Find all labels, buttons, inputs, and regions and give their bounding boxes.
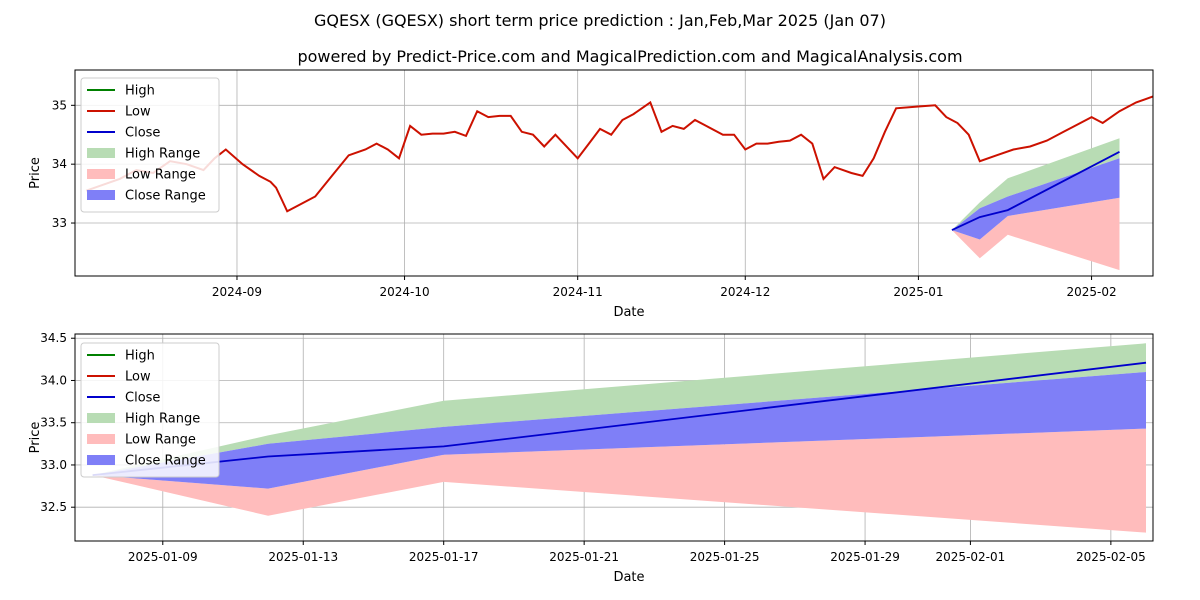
legend-entry: High [125, 349, 155, 364]
y-tick-label: 33 [52, 216, 67, 230]
high-range-band [92, 343, 1147, 476]
x-axis-label: Date [613, 570, 644, 585]
x-tick-label: 2025-01-29 [830, 550, 900, 564]
legend-entry: Close [125, 391, 160, 406]
top-price-chart: 33 34 35 2024-09 2024-10 2024-11 2024-12 2025-0… [28, 69, 1154, 320]
plot-frame [74, 333, 1154, 542]
x-tick-label: 2025-01-09 [128, 550, 198, 564]
legend-entry: High [125, 84, 155, 99]
x-tick-label: 2025-01-13 [268, 550, 338, 564]
plot-frame [74, 69, 1154, 277]
legend-entry: High Range [125, 147, 200, 162]
legend-entry: Low Range [125, 168, 196, 183]
legend-entry: Close Range [125, 454, 206, 469]
legend-swatch-patch [87, 434, 115, 444]
x-axis-label: Date [613, 305, 644, 320]
x-tick-label: 2024-11 [553, 285, 603, 299]
x-tick-label: 2024-12 [720, 285, 770, 299]
plot-area [85, 94, 1153, 271]
legend-swatch-patch [87, 190, 115, 200]
legend-entry: Close [125, 126, 160, 141]
x-tick-label: 2025-01-25 [690, 550, 760, 564]
price-history-line [85, 94, 1153, 213]
x-tick-label: 2025-02-01 [936, 550, 1006, 564]
y-tick-label: 33.0 [40, 458, 67, 472]
legend-swatch-patch [87, 413, 115, 423]
x-tick-label: 2025-01 [893, 285, 943, 299]
legend-swatch-patch [87, 455, 115, 465]
high-range-band [951, 138, 1120, 231]
legend-entry: High Range [125, 412, 200, 427]
x-tick-label: 2025-01-17 [409, 550, 479, 564]
legend-box [80, 77, 220, 213]
y-tick-label: 34.5 [40, 331, 67, 345]
legend-entry: Low [125, 370, 151, 385]
y-tick-label: 34 [52, 157, 67, 171]
legend-entry: Low Range [125, 433, 196, 448]
low-range-band [92, 428, 1147, 533]
x-tick-label: 2025-01-21 [549, 550, 619, 564]
y-tick-label: 32.5 [40, 500, 67, 514]
chart-title: GQESX (GQESX) short term price predictio… [314, 11, 886, 30]
legend-entry: Low [125, 105, 151, 120]
x-tick-label: 2025-02-05 [1076, 550, 1146, 564]
legend-swatch-patch [87, 169, 115, 179]
close-range-band [951, 158, 1120, 240]
chart-subtitle: powered by Predict-Price.com and Magical… [297, 47, 962, 66]
legend-swatch-patch [87, 148, 115, 158]
legend-entry: Close Range [125, 189, 206, 204]
legend-box [80, 342, 220, 478]
close-forecast-line [951, 151, 1120, 231]
y-tick-label: 35 [52, 98, 67, 112]
close-range-band [92, 372, 1147, 489]
y-tick-label: 33.5 [40, 416, 67, 430]
x-tick-label: 2025-02 [1066, 285, 1116, 299]
y-axis-label: Price [28, 422, 43, 454]
x-tick-label: 2024-09 [212, 285, 262, 299]
bottom-forecast-chart: 32.5 33.0 33.5 34.0 34.5 2025-01-09 2025-01-13… [28, 331, 1154, 585]
low-range-band [951, 197, 1120, 271]
y-tick-label: 34.0 [40, 373, 67, 387]
plot-area [92, 343, 1147, 533]
y-axis-label: Price [28, 157, 43, 189]
x-tick-label: 2024-10 [379, 285, 429, 299]
